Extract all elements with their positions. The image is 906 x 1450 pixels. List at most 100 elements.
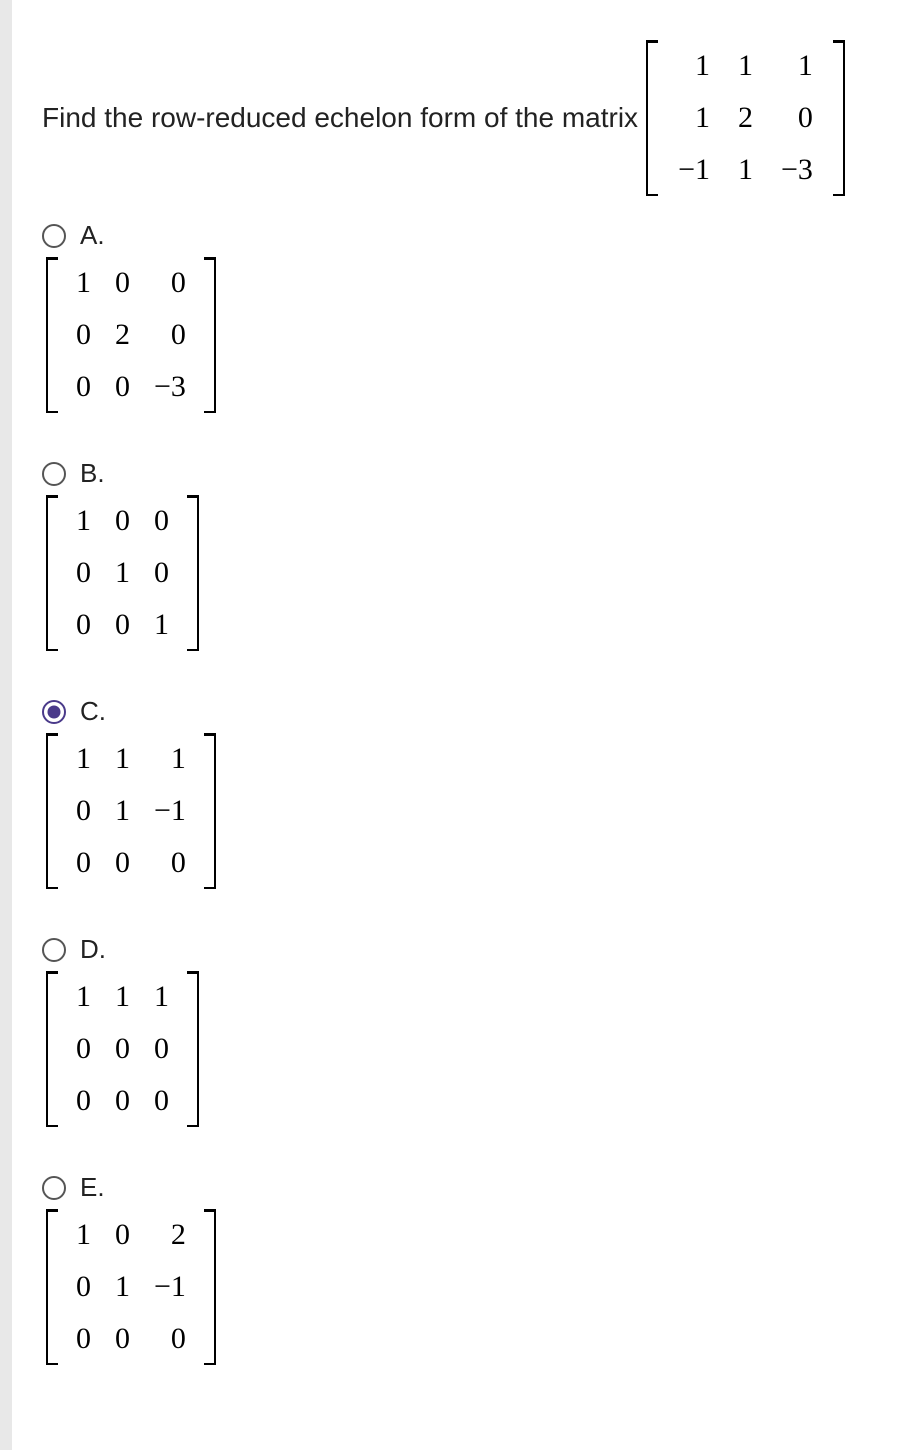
matrix-body: 10002000−3: [64, 257, 198, 413]
matrix-row: 000: [64, 1313, 198, 1365]
matrix-body: 10201−1000: [64, 1209, 198, 1365]
bracket-left: [46, 733, 58, 889]
matrix-row: 111: [64, 971, 181, 1023]
matrix-row: 010: [64, 547, 181, 599]
matrix-cell: 0: [64, 361, 103, 413]
radio-button[interactable]: [42, 1176, 66, 1200]
question-text: Find the row-reduced echelon form of the…: [42, 102, 638, 134]
matrix-body: 11101−1000: [64, 733, 198, 889]
matrix-cell: 1: [142, 971, 181, 1023]
matrix-cell: 1: [64, 495, 103, 547]
option-header: C.: [42, 696, 906, 727]
matrix-cell: 1: [103, 547, 142, 599]
matrix-row: −11−3: [664, 144, 827, 196]
question-matrix: 111120−11−3: [646, 40, 845, 196]
option-e[interactable]: E.10201−1000: [42, 1172, 906, 1370]
matrix-cell: 0: [103, 1209, 142, 1261]
matrix-cell: 1: [724, 144, 767, 196]
bracket-left: [46, 495, 58, 651]
matrix-cell: 0: [64, 547, 103, 599]
matrix-cell: 0: [103, 495, 142, 547]
matrix-cell: 2: [724, 92, 767, 144]
option-c[interactable]: C. 11101−1000: [42, 696, 906, 894]
matrix-cell: 0: [142, 837, 198, 889]
matrix-cell: 0: [64, 1313, 103, 1365]
bracket-left: [46, 1209, 58, 1365]
option-matrix: 10201−1000: [46, 1209, 216, 1365]
bracket-left: [46, 257, 58, 413]
matrix-row: 01−1: [64, 785, 198, 837]
matrix-row: 001: [64, 599, 181, 651]
matrix-cell: 1: [142, 733, 198, 785]
option-a[interactable]: A.10002000−3: [42, 220, 906, 418]
options-list: A.10002000−3B.100010001C.11101−1000D.111…: [42, 220, 906, 1370]
matrix-cell: 0: [103, 1023, 142, 1075]
matrix-cell: 1: [103, 785, 142, 837]
matrix-row: 00−3: [64, 361, 198, 413]
radio-button[interactable]: [42, 224, 66, 248]
matrix-row: 000: [64, 837, 198, 889]
bracket-right: [204, 1209, 216, 1365]
option-d[interactable]: D.111000000: [42, 934, 906, 1132]
matrix-cell: 1: [664, 40, 724, 92]
matrix-cell: 1: [64, 733, 103, 785]
matrix-cell: 1: [103, 1261, 142, 1313]
matrix-cell: 0: [142, 1313, 198, 1365]
matrix-cell: 0: [64, 1261, 103, 1313]
matrix-cell: 0: [64, 1023, 103, 1075]
matrix-cell: −3: [767, 144, 827, 196]
matrix-cell: 0: [142, 495, 181, 547]
option-label: D.: [80, 934, 106, 965]
matrix-row: 100: [64, 495, 181, 547]
matrix-row: 102: [64, 1209, 198, 1261]
matrix-cell: 0: [103, 1075, 142, 1127]
matrix-row: 01−1: [64, 1261, 198, 1313]
matrix-row: 020: [64, 309, 198, 361]
radio-button[interactable]: [42, 700, 66, 724]
matrix-cell: 0: [142, 309, 198, 361]
option-header: B.: [42, 458, 906, 489]
matrix-cell: 0: [64, 785, 103, 837]
matrix-cell: 1: [142, 599, 181, 651]
question-row: Find the row-reduced echelon form of the…: [42, 40, 906, 196]
matrix-cell: 1: [664, 92, 724, 144]
matrix-cell: 0: [142, 257, 198, 309]
option-header: D.: [42, 934, 906, 965]
matrix-body: 100010001: [64, 495, 181, 651]
matrix-cell: 1: [64, 257, 103, 309]
option-b[interactable]: B.100010001: [42, 458, 906, 656]
bracket-right: [204, 257, 216, 413]
matrix-row: 000: [64, 1075, 181, 1127]
radio-button[interactable]: [42, 462, 66, 486]
matrix-cell: 0: [103, 837, 142, 889]
matrix-cell: 2: [142, 1209, 198, 1261]
matrix-cell: 0: [64, 599, 103, 651]
matrix-cell: 1: [103, 971, 142, 1023]
matrix-cell: 0: [142, 547, 181, 599]
matrix-cell: 0: [64, 1075, 103, 1127]
option-header: E.: [42, 1172, 906, 1203]
option-matrix: 11101−1000: [46, 733, 216, 889]
matrix-cell: −1: [142, 785, 198, 837]
option-matrix: 10002000−3: [46, 257, 216, 413]
matrix-cell: 0: [103, 361, 142, 413]
option-label: A.: [80, 220, 105, 251]
option-matrix: 111000000: [46, 971, 199, 1127]
matrix-row: 111: [664, 40, 827, 92]
matrix-cell: 2: [103, 309, 142, 361]
option-header: A.: [42, 220, 906, 251]
radio-button[interactable]: [42, 938, 66, 962]
matrix-cell: −1: [664, 144, 724, 196]
matrix-cell: 0: [103, 257, 142, 309]
option-matrix: 100010001: [46, 495, 199, 651]
matrix-cell: 1: [64, 1209, 103, 1261]
matrix-cell: 0: [142, 1023, 181, 1075]
bracket-right: [187, 971, 199, 1127]
option-label: C.: [80, 696, 106, 727]
bracket-left: [646, 40, 658, 196]
matrix-body: 111000000: [64, 971, 181, 1127]
matrix-cell: 0: [767, 92, 827, 144]
bracket-left: [46, 971, 58, 1127]
option-label: B.: [80, 458, 105, 489]
matrix-cell: 1: [724, 40, 767, 92]
